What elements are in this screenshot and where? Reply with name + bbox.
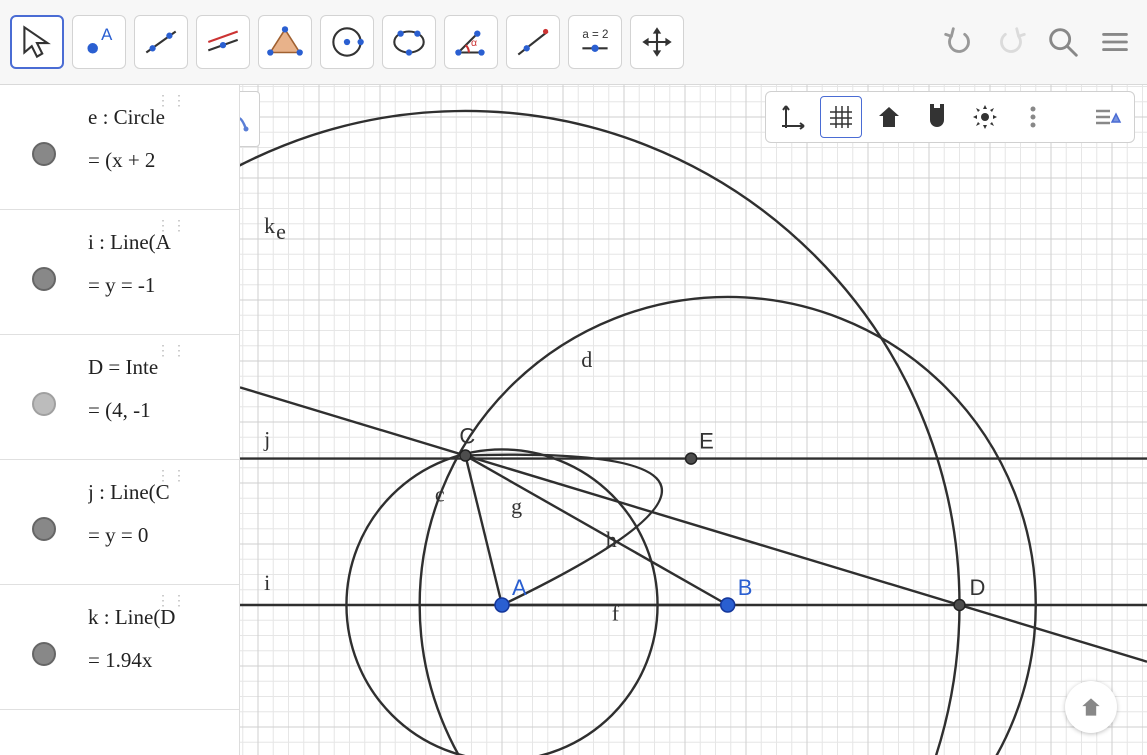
algebra-row[interactable]: e : Circle ⋮⋮ = (x + 2 xyxy=(0,85,239,210)
label-point-A: A xyxy=(512,575,527,600)
point-D[interactable] xyxy=(954,600,965,611)
visibility-dot[interactable] xyxy=(0,99,88,209)
canvas[interactable]: i j ke d c g h f A B C D E xyxy=(240,85,1147,755)
tool-polygon[interactable] xyxy=(258,15,312,69)
label-seg-f: f xyxy=(612,600,620,625)
visibility-dot[interactable] xyxy=(0,599,88,709)
circle-circle2[interactable] xyxy=(420,297,1036,755)
label-line-k: k xyxy=(264,213,275,238)
algebra-row[interactable]: i : Line(A ⋮⋮ = y = -1 xyxy=(0,210,239,335)
label-point-D: D xyxy=(970,575,986,600)
label-point-B: B xyxy=(738,575,753,600)
tool-parallel[interactable] xyxy=(196,15,250,69)
algebra-text: e : Circle ⋮⋮ = (x + 2 xyxy=(88,99,239,173)
point-E[interactable] xyxy=(686,453,697,464)
visibility-dot[interactable] xyxy=(0,224,88,334)
label-line-e: e xyxy=(276,219,286,244)
algebra-list[interactable]: e : Circle ⋮⋮ = (x + 2 i : Line(A ⋮⋮ = y… xyxy=(0,85,239,755)
main-toolbar: A α a = 2 xyxy=(0,0,1147,85)
snap-toggle[interactable] xyxy=(916,96,958,138)
algebra-text: D = Inte ⋮⋮ = (4, -1 xyxy=(88,349,239,423)
point-C[interactable] xyxy=(460,450,471,461)
axes-toggle[interactable] xyxy=(772,96,814,138)
stylebar-expand[interactable] xyxy=(1086,96,1128,138)
recenter-button[interactable] xyxy=(1065,681,1117,733)
segment-c[interactable] xyxy=(465,455,662,605)
visibility-dot[interactable] xyxy=(0,474,88,584)
tool-locus[interactable] xyxy=(506,15,560,69)
label-line-j: j xyxy=(263,426,270,451)
graphics-view[interactable]: i j ke d c g h f A B C D E xyxy=(240,85,1147,755)
algebra-toggle-button[interactable] xyxy=(240,91,260,147)
algebra-view: e : Circle ⋮⋮ = (x + 2 i : Line(A ⋮⋮ = y… xyxy=(0,85,240,755)
algebra-row[interactable]: D = Inte ⋮⋮ = (4, -1 xyxy=(0,335,239,460)
algebra-text: i : Line(A ⋮⋮ = y = -1 xyxy=(88,224,239,298)
tool-angle[interactable]: α xyxy=(444,15,498,69)
grid-toggle[interactable] xyxy=(820,96,862,138)
visibility-dot[interactable] xyxy=(0,349,88,459)
tool-slider[interactable]: a = 2 xyxy=(568,15,622,69)
tool-translate-view[interactable] xyxy=(630,15,684,69)
algebra-text: k : Line(D ⋮⋮ = 1.94x xyxy=(88,599,239,673)
label-point-C: C xyxy=(459,424,475,449)
label-line-i: i xyxy=(264,570,270,595)
settings-button[interactable] xyxy=(964,96,1006,138)
tool-point[interactable]: A xyxy=(72,15,126,69)
label-line-d: d xyxy=(581,347,592,372)
home-view-button[interactable] xyxy=(868,96,910,138)
tool-line[interactable] xyxy=(134,15,188,69)
algebra-row[interactable]: k : Line(D ⋮⋮ = 1.94x xyxy=(0,585,239,710)
search-button[interactable] xyxy=(1041,20,1085,64)
label-seg-h: h xyxy=(606,527,617,552)
redo-button[interactable] xyxy=(989,20,1033,64)
segment-h[interactable] xyxy=(465,456,727,605)
algebra-row[interactable]: j : Line(C ⋮⋮ = y = 0 xyxy=(0,460,239,585)
svg-text:α: α xyxy=(471,37,477,49)
point-A[interactable] xyxy=(495,598,509,612)
svg-text:A: A xyxy=(101,25,113,44)
svg-text:a = 2: a = 2 xyxy=(582,29,608,41)
label-seg-c: c xyxy=(435,481,445,506)
main-area: e : Circle ⋮⋮ = (x + 2 i : Line(A ⋮⋮ = y… xyxy=(0,85,1147,755)
point-B[interactable] xyxy=(721,598,735,612)
tool-conic[interactable] xyxy=(382,15,436,69)
label-point-E: E xyxy=(699,429,714,454)
menu-button[interactable] xyxy=(1093,20,1137,64)
undo-button[interactable] xyxy=(937,20,981,64)
more-button[interactable] xyxy=(1012,96,1054,138)
algebra-text: j : Line(C ⋮⋮ = y = 0 xyxy=(88,474,239,548)
graphics-stylebar xyxy=(765,91,1135,143)
tool-move[interactable] xyxy=(10,15,64,69)
circle-circle3[interactable] xyxy=(240,111,960,755)
segment-g[interactable] xyxy=(465,456,502,605)
tool-circle[interactable] xyxy=(320,15,374,69)
label-seg-g: g xyxy=(511,494,522,519)
